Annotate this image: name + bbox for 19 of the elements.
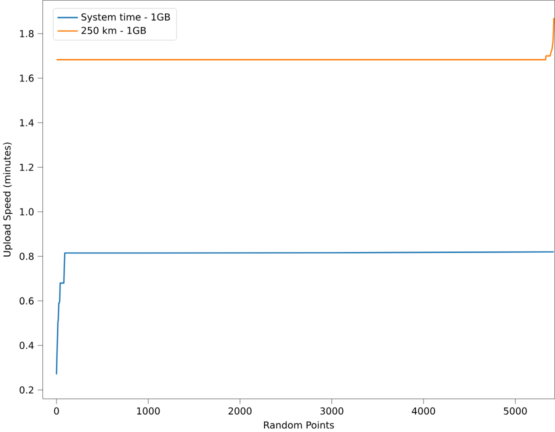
y-tick-label: 1.6 — [20, 74, 34, 82]
y-tick-label: 1.4 — [20, 119, 34, 126]
x-tick-label: 2000 — [228, 407, 252, 415]
x-tick-label: 1000 — [137, 407, 160, 415]
y-tick-label: 1.0 — [20, 208, 34, 216]
x-tick-label: 3000 — [320, 407, 344, 415]
y-axis-title: Upload Speed (minutes) — [3, 142, 12, 257]
y-tick-label: 0.4 — [20, 342, 34, 350]
y-tick-label: 0.2 — [20, 386, 34, 394]
legend-label: 250 km - 1GB — [82, 26, 146, 34]
y-tick-label: 1.2 — [20, 164, 34, 171]
legend-label: System time - 1GB — [82, 13, 170, 23]
x-tick-label: 0 — [54, 407, 59, 415]
y-tick-label: 0.6 — [20, 297, 34, 305]
x-tick-label: 4000 — [412, 407, 436, 415]
y-tick-label: 0.8 — [20, 252, 34, 260]
x-axis-title: Random Points — [264, 421, 334, 429]
y-tick-label: 1.8 — [20, 30, 34, 38]
x-tick-label: 5000 — [504, 407, 527, 415]
